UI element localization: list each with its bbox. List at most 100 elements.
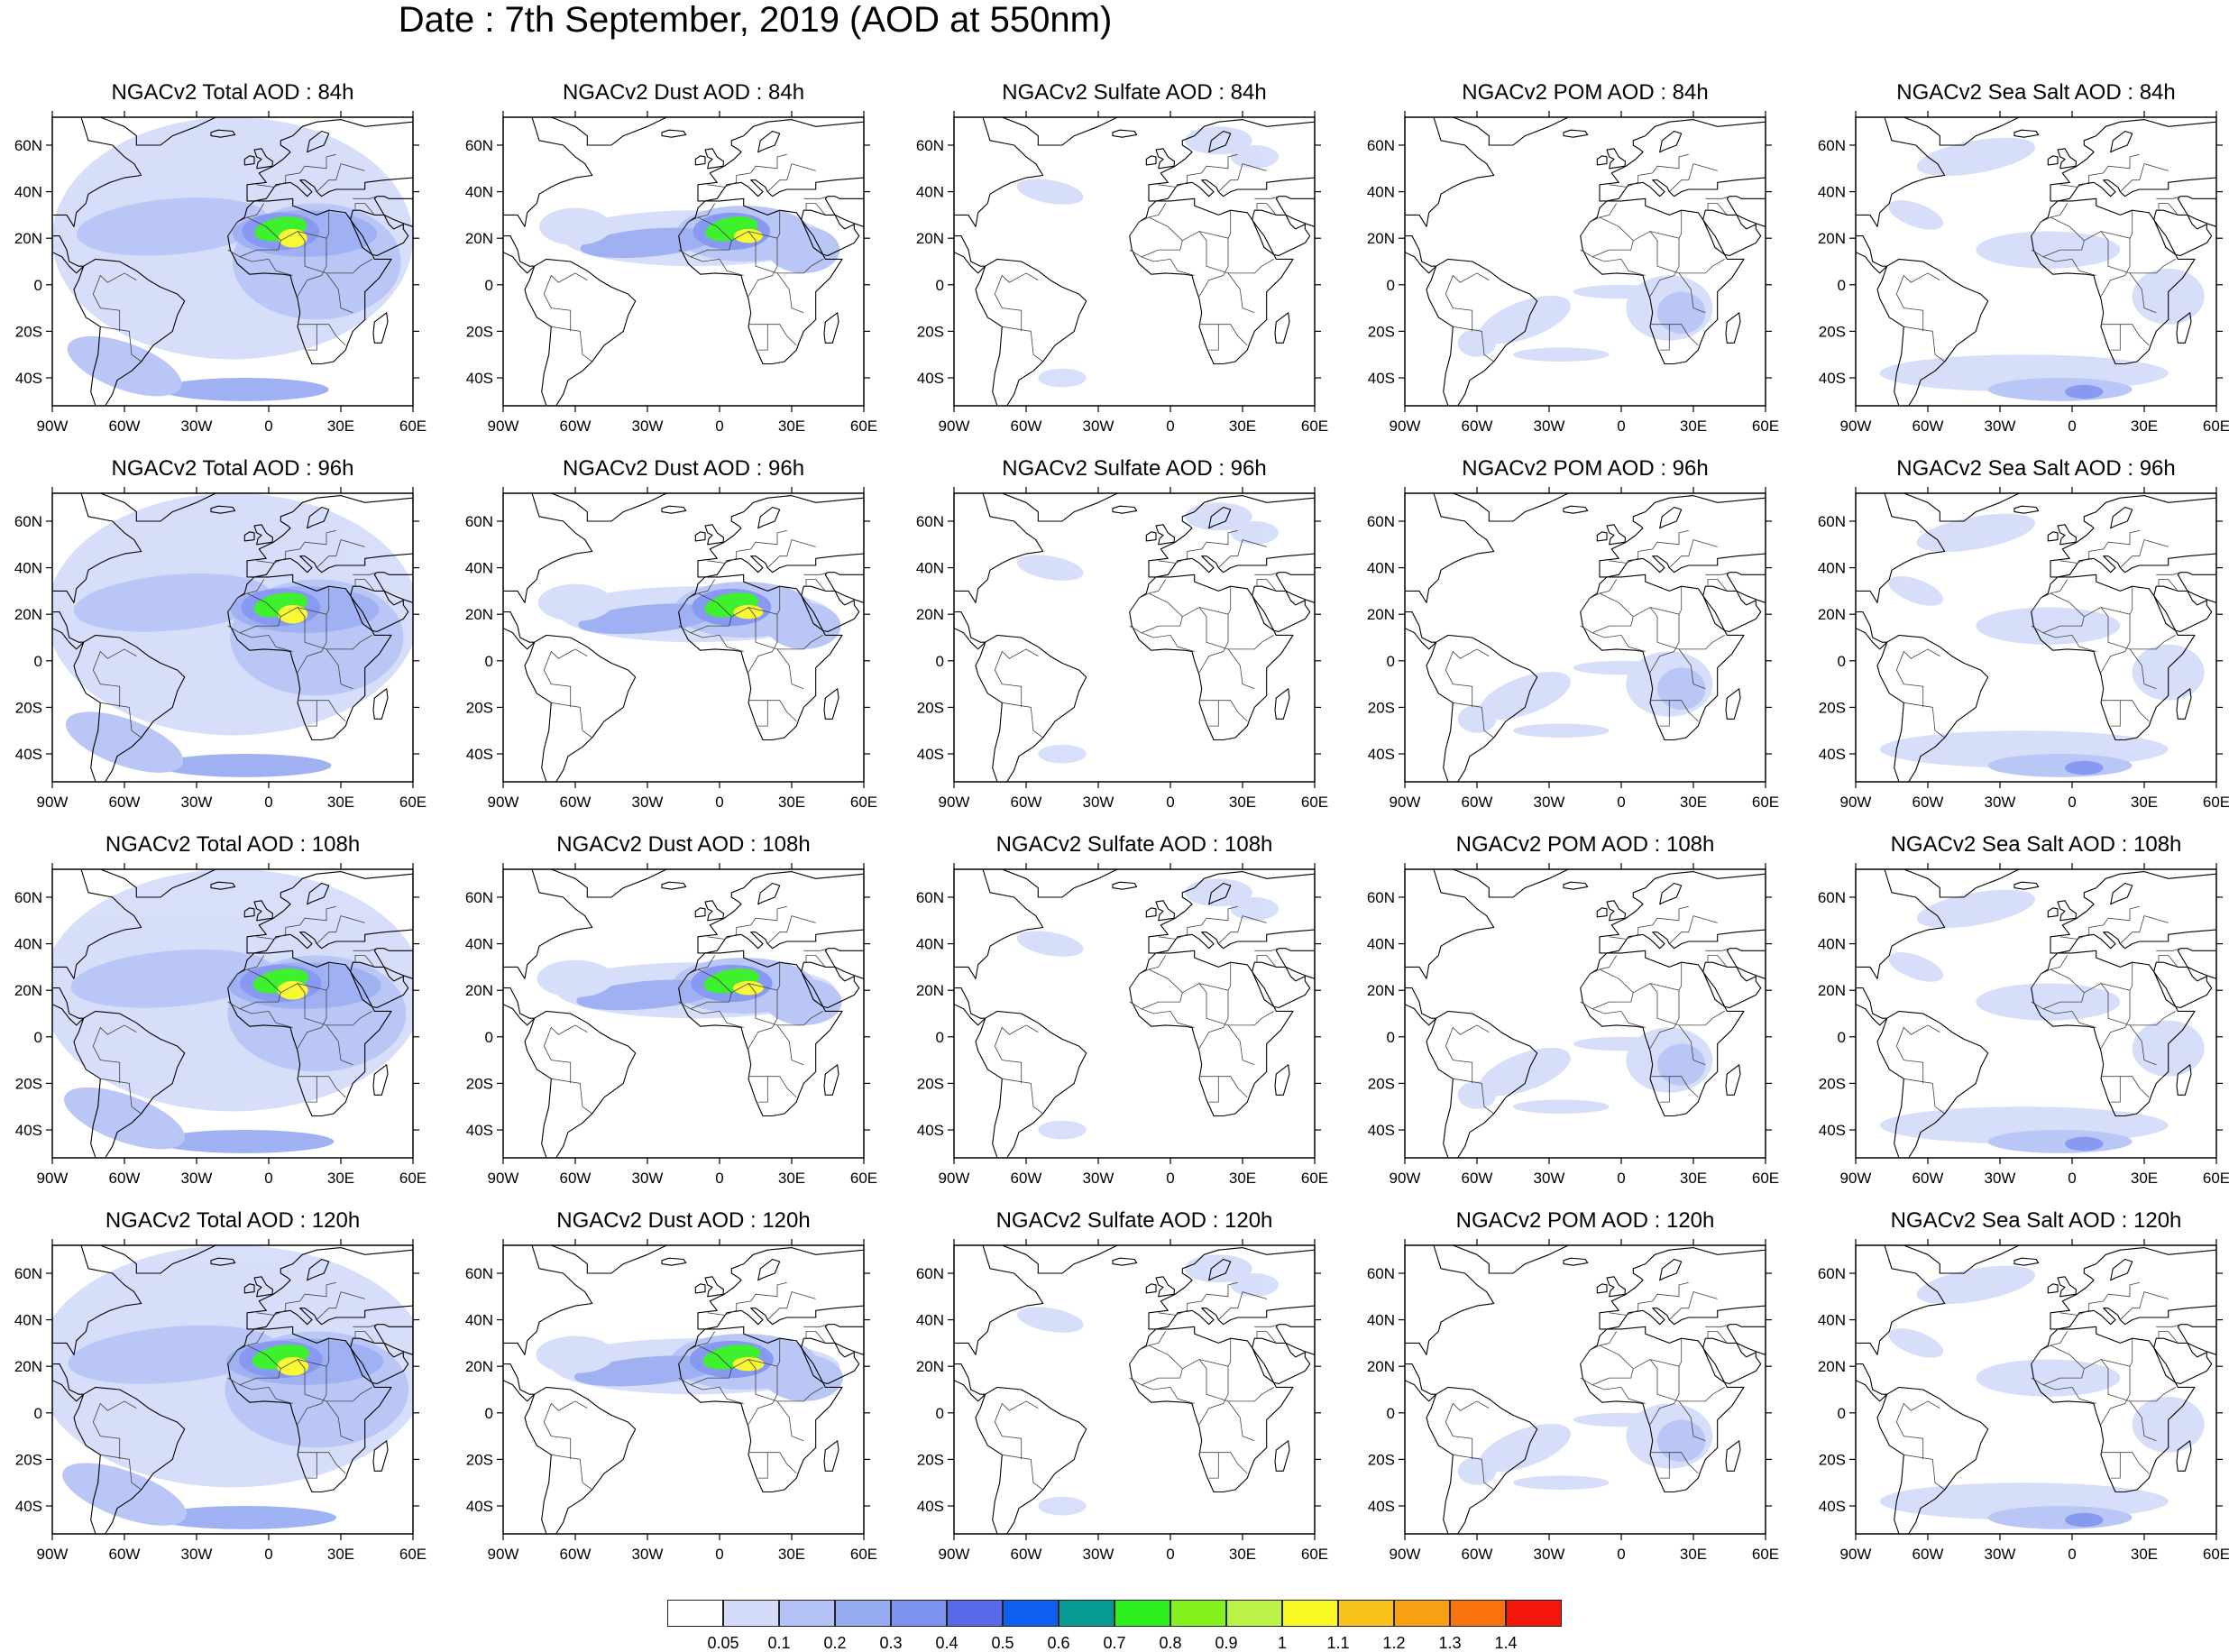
country-border	[1445, 1024, 1490, 1084]
lat-tick-label: 20S	[1368, 323, 1395, 340]
lat-tick-label: 60N	[465, 513, 493, 530]
lat-tick-label: 0	[34, 653, 42, 670]
lat-tick-label: 40N	[916, 1312, 944, 1329]
country-border	[2059, 1281, 2140, 1316]
coastline-scandinavia_gulf	[307, 882, 330, 905]
lon-tick-label: 90W	[488, 1546, 519, 1563]
panel-title: NGACv2 POM AOD : 96h	[1462, 456, 1709, 481]
coastline-arabia	[2153, 585, 2213, 633]
lon-tick-label: 60E	[2203, 1546, 2229, 1563]
country-border	[1218, 1291, 1267, 1320]
country-border	[805, 579, 826, 592]
coastline-europe	[2050, 871, 2216, 954]
coastline-africa	[1129, 1326, 1294, 1493]
lon-tick-label: 60E	[850, 1170, 877, 1187]
panel-title: NGACv2 Total AOD : 108h	[105, 832, 361, 857]
country-border	[1591, 240, 1634, 258]
coastline-north_america	[1856, 869, 1946, 979]
country-border	[2101, 700, 2150, 722]
lon-tick-label: 60E	[850, 794, 877, 811]
coastline-scandinavia_gulf	[1208, 882, 1232, 905]
country-border	[1445, 272, 1490, 332]
map-canvas: 90W 60W 30W 0 30E 60E 60N 40N 20N 0 20S 40S	[14, 863, 427, 1187]
aod-colorbar: 0.05 0.1 0.2 0.3 0.4 0.5 0.6 0.7 0.8 0.9 1 1.1 1.2 1.…	[667, 1600, 1562, 1652]
lon-tick-label: 60W	[1913, 418, 1944, 435]
coastline-europe	[1599, 1247, 1766, 1330]
map-background	[1405, 493, 1766, 782]
lat-tick-label: 20N	[1818, 230, 1846, 247]
colorbar-swatch	[1394, 1600, 1450, 1627]
aod-plume	[1513, 1475, 1610, 1490]
lon-tick-label: 0	[1166, 1546, 1174, 1563]
country-border	[298, 1452, 346, 1474]
country-border	[803, 572, 829, 575]
coastline-madagascar	[372, 1440, 389, 1472]
coastline-britain	[253, 524, 274, 546]
lat-tick-label: 40S	[1819, 1122, 1846, 1139]
country-border	[307, 1076, 317, 1103]
lat-tick-label: 60N	[1367, 513, 1395, 530]
coastline-north_america	[1405, 493, 1495, 603]
coastline-europe	[2050, 1247, 2216, 1330]
map-frame	[953, 868, 1316, 1159]
aod-plume	[158, 754, 332, 777]
lon-tick-label: 90W	[1390, 418, 1421, 435]
lat-tick-label: 20N	[1818, 1358, 1846, 1375]
colorbar-swatch	[1059, 1600, 1114, 1627]
aod-plume	[278, 604, 308, 624]
lon-tick-label: 60E	[1752, 1170, 1779, 1187]
map-canvas: 90W 60W 30W 0 30E 60E 60N 40N 20N 0 20S 40S	[1367, 863, 1779, 1187]
coastline-scandinavia_gulf	[2110, 130, 2133, 153]
lat-tick-label: 20N	[916, 230, 944, 247]
coastline-arabia	[1252, 1337, 1311, 1385]
map-panel-seasalt-120h: NGACv2 Sea Salt AOD : 120h 90W 60W 30W 0 30E 6…	[1803, 1207, 2229, 1586]
coastline-greenland	[99, 117, 216, 146]
lat-tick-label: 20N	[465, 982, 493, 999]
aod-plume	[734, 228, 763, 243]
panel-title: NGACv2 Sulfate AOD : 108h	[995, 832, 1273, 857]
coastline-scandinavia_gulf	[1208, 130, 1232, 153]
coastline-iceland	[2013, 129, 2040, 138]
country-border	[1580, 1377, 1646, 1404]
aod-plume	[1230, 896, 1279, 921]
coastline-iceland	[210, 1257, 236, 1266]
country-border	[1129, 249, 1195, 276]
country-border	[316, 1291, 365, 1320]
lon-tick-label: 30W	[1534, 1170, 1565, 1187]
aod-plume	[764, 1354, 843, 1401]
lon-tick-label: 30E	[327, 1170, 354, 1187]
lon-tick-label: 0	[1166, 1170, 1174, 1187]
country-border	[1705, 196, 1730, 199]
lat-tick-label: 40N	[916, 184, 944, 201]
lon-tick-label: 90W	[488, 418, 519, 435]
coastline-britain	[1606, 900, 1627, 922]
country-border	[2129, 648, 2157, 690]
lat-tick-label: 20N	[1367, 982, 1395, 999]
country-border	[757, 1076, 768, 1103]
country-border	[307, 1452, 317, 1479]
coastline-britain	[2057, 1276, 2078, 1298]
coastline-south_america	[524, 634, 637, 782]
country-border	[316, 163, 365, 192]
lon-tick-label: 0	[2068, 1170, 2076, 1187]
aod-field	[1016, 878, 1279, 1140]
coastlines	[503, 869, 864, 1158]
map-frame	[51, 492, 414, 783]
country-border	[1678, 1400, 1706, 1442]
coastline-iceland	[1112, 505, 1138, 514]
map-panel-total-108h: NGACv2 Total AOD : 108h 90W 60W 30W 0 30E 60E 6…	[0, 831, 451, 1210]
lon-tick-label: 30E	[1680, 1170, 1707, 1187]
coastline-south_america	[1876, 634, 1989, 782]
coastline-madagascar	[1274, 1064, 1290, 1096]
map-frame	[502, 116, 865, 407]
colorbar-label: 0.9	[1215, 1634, 1238, 1652]
lon-tick-label: 30W	[1985, 1170, 2016, 1187]
coastline-madagascar	[2176, 1064, 2192, 1096]
aod-plume	[152, 1506, 337, 1529]
country-border	[748, 700, 797, 722]
country-border	[690, 240, 732, 258]
coastline-south_america	[73, 258, 186, 406]
country-border	[1198, 238, 1229, 297]
country-border	[1198, 1366, 1229, 1425]
coastline-arabia	[350, 585, 409, 633]
